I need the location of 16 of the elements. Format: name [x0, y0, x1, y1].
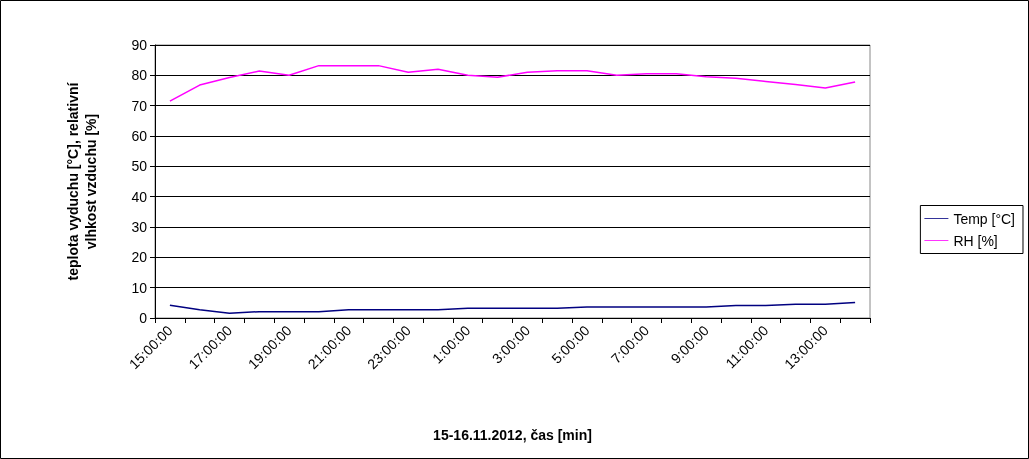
y-tick-label: 0	[139, 310, 148, 326]
line-series	[169, 301, 856, 314]
line-series	[169, 64, 856, 102]
x-axis-title: 15-16.11.2012, čas [min]	[433, 427, 592, 443]
y-tick-label: 40	[131, 188, 148, 205]
y-tick-label: 10	[131, 279, 148, 296]
y-tick-label: 70	[131, 97, 148, 114]
y-tick-label: 50	[131, 158, 148, 175]
legend-label: RH [%]	[953, 232, 998, 249]
y-tick-label: 80	[131, 67, 148, 84]
y-tick-label: 20	[131, 249, 148, 266]
legend-label: Temp [°C]	[953, 210, 1016, 227]
y-tick-label: 60	[131, 128, 148, 144]
y-tick-label: 30	[131, 219, 148, 235]
y-tick-label: 90	[131, 37, 148, 53]
y-axis-title: teplota vyduchu [°C], relativní vlhkost vzduchu [%]	[65, 81, 99, 281]
